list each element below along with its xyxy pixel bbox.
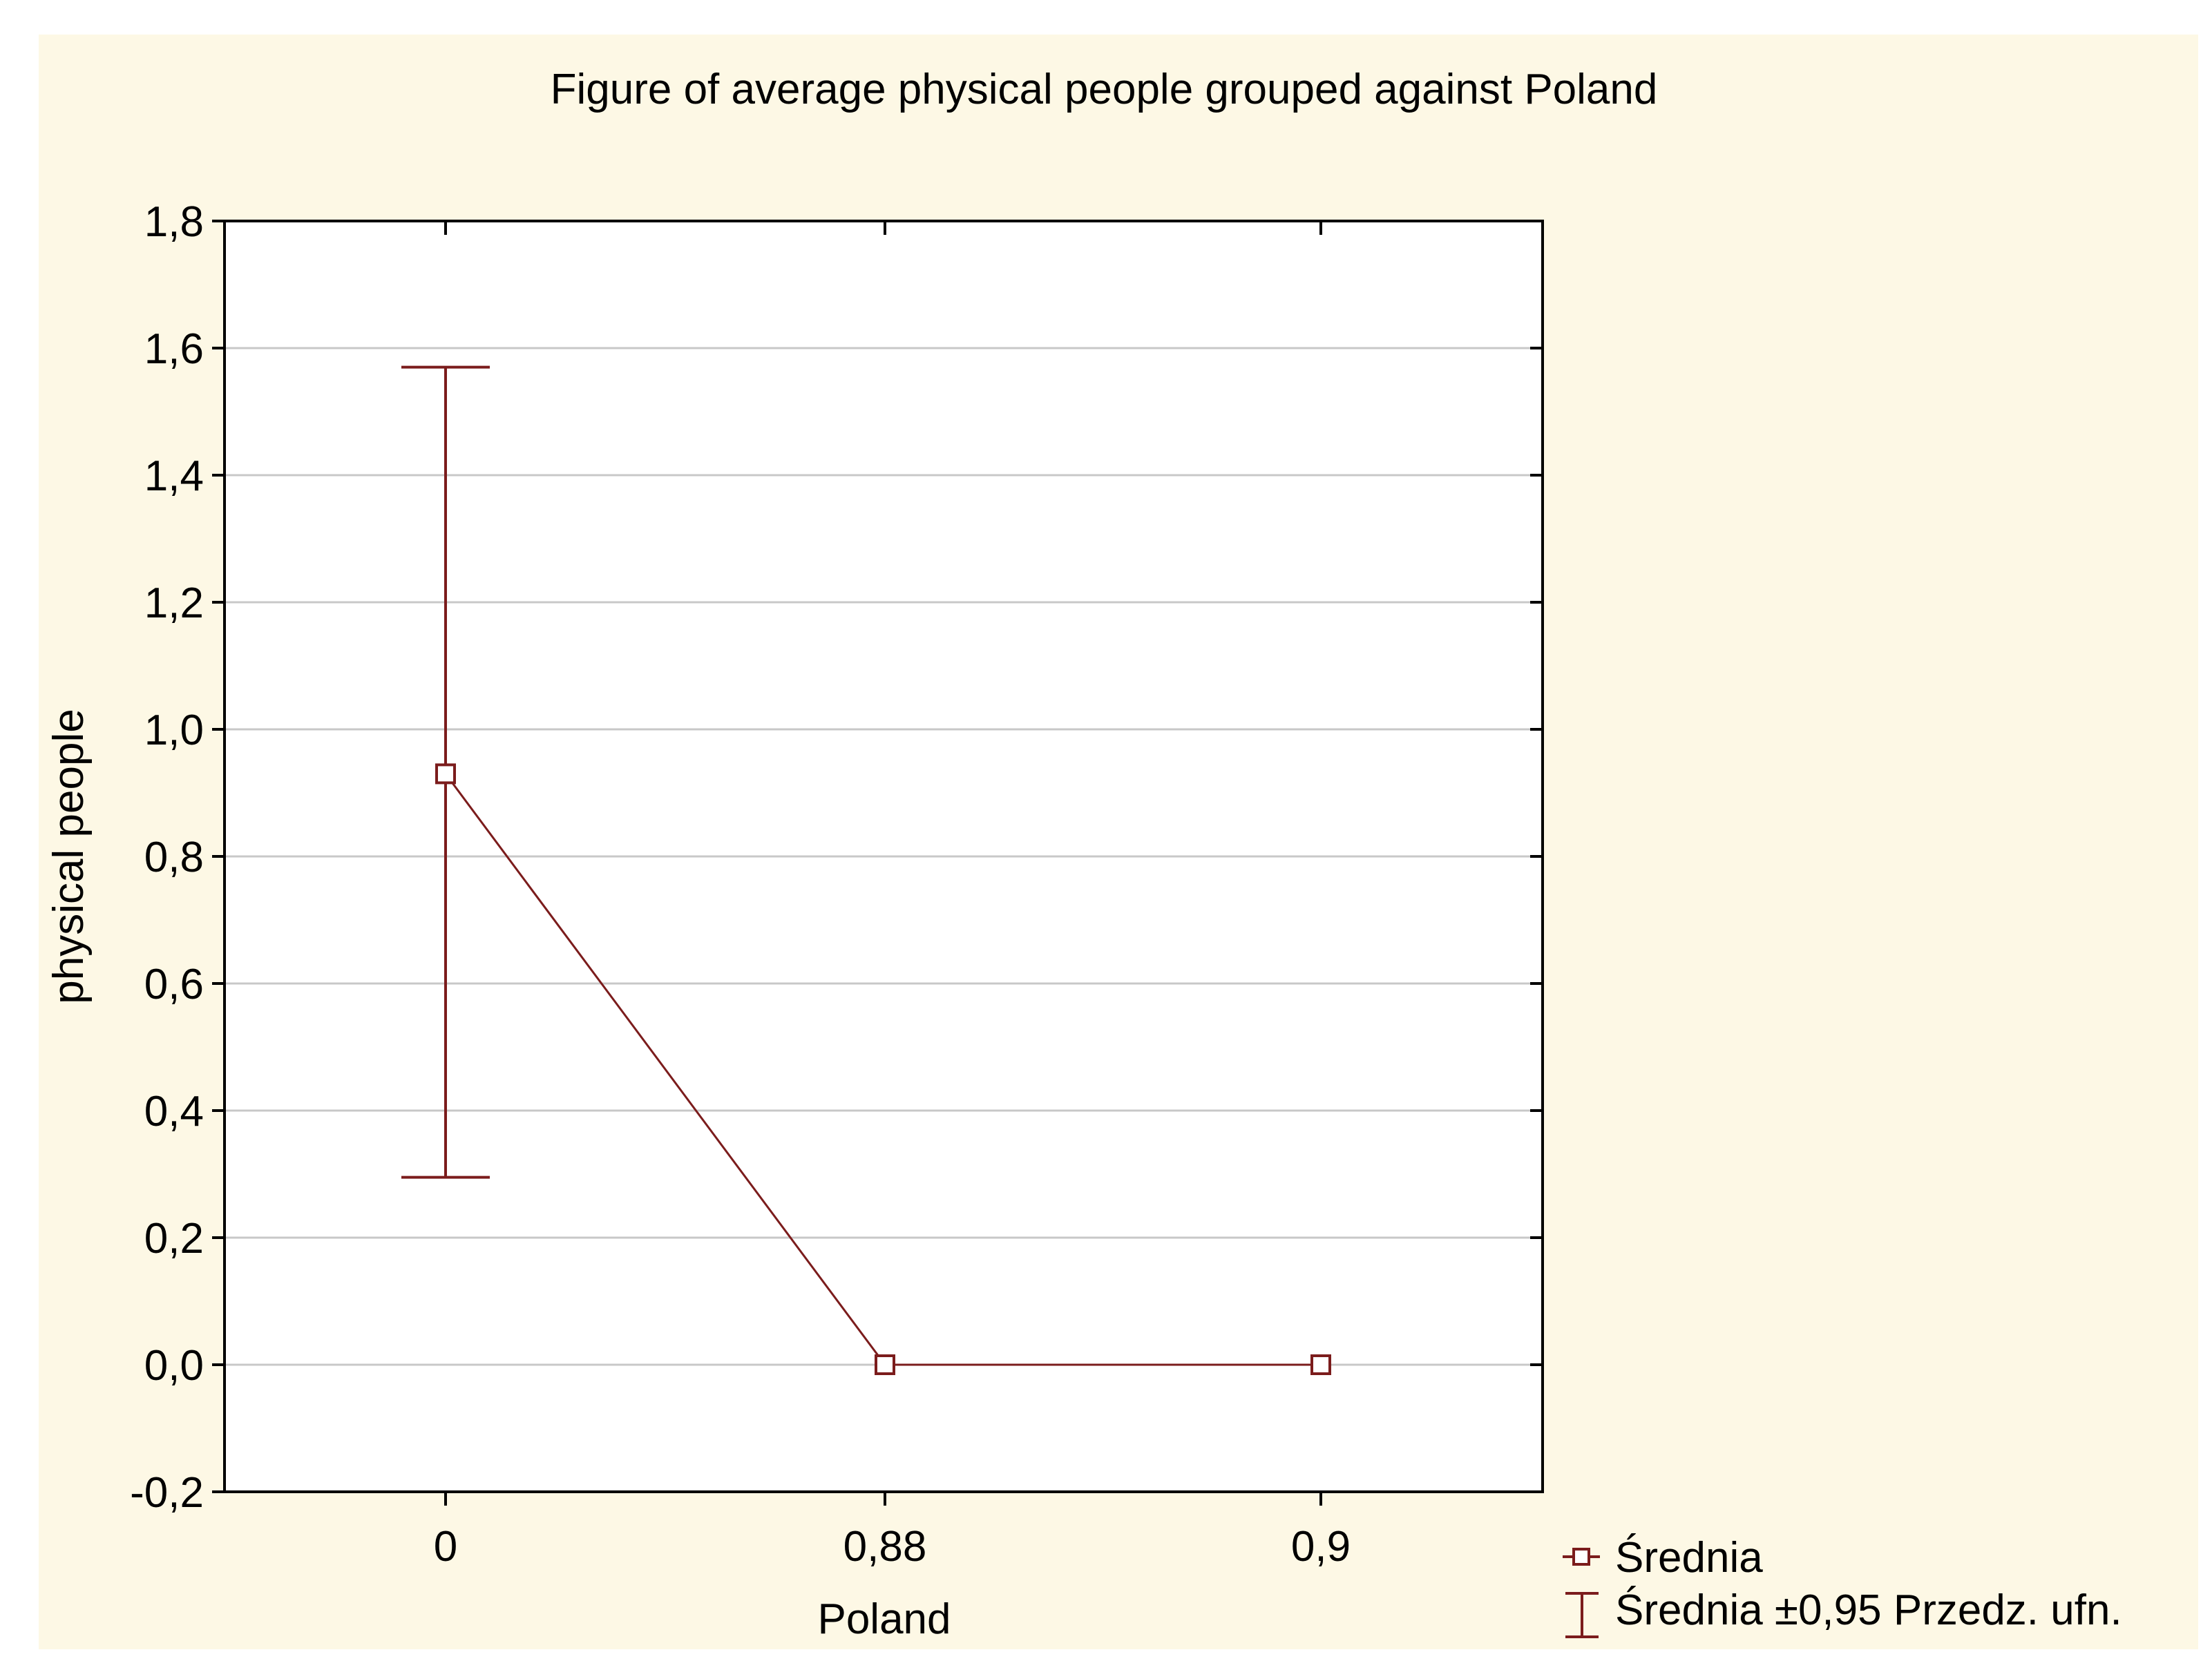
legend-mean-label: Średnia [1615, 1534, 1763, 1582]
chart-title: Figure of average physical people groupe… [551, 66, 1658, 113]
legend: Średnia Średnia ±0,95 Przedz. ufn. [1563, 1534, 2122, 1638]
y-tick-label: 0,0 [144, 1342, 204, 1390]
y-tick-label: 0,6 [144, 961, 204, 1008]
y-tick-label: 1,6 [144, 325, 204, 373]
data-point-marker [875, 1354, 895, 1375]
legend-mean-marker [1572, 1548, 1590, 1566]
y-tick-label: 1,0 [144, 707, 204, 754]
y-axis-title: physical people [45, 709, 93, 1004]
data-point-marker [435, 763, 456, 785]
y-tick-label: 1,2 [144, 579, 204, 627]
y-tick-label: 0,2 [144, 1215, 204, 1263]
y-tick-label: 1,8 [144, 198, 204, 246]
data-point-marker [1310, 1354, 1331, 1375]
y-tick-label: -0,2 [130, 1469, 204, 1517]
x-axis-title: Poland [817, 1595, 951, 1643]
x-tick-label: 0 [434, 1523, 457, 1571]
legend-ci-label: Średnia ±0,95 Przedz. ufn. [1615, 1586, 2122, 1634]
y-tick-label: 1,4 [144, 452, 204, 500]
x-tick-label: 0,9 [1291, 1523, 1351, 1571]
x-tick-label: 0,88 [843, 1523, 927, 1571]
y-tick-label: 0,8 [144, 834, 204, 881]
y-tick-label: 0,4 [144, 1088, 204, 1135]
